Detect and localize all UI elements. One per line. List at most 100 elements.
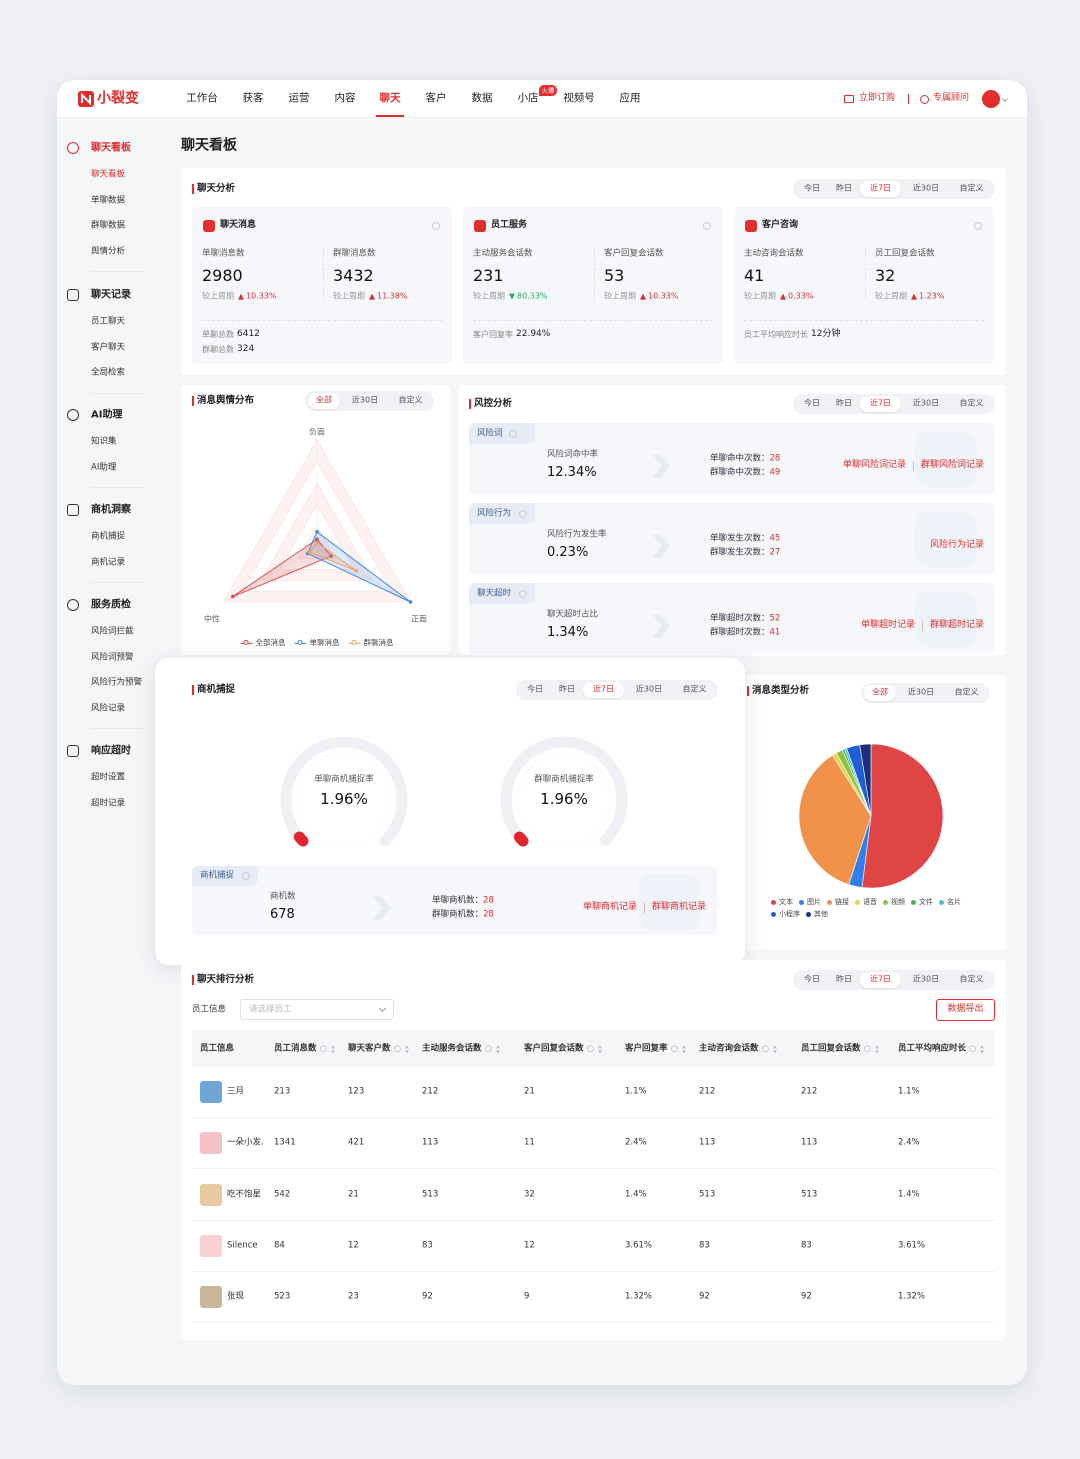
header-action[interactable]: 立即订购 <box>859 93 896 104</box>
range-tab[interactable]: 全部 <box>872 687 888 697</box>
sidebar-item[interactable]: 商机捕捉 <box>91 531 126 542</box>
range-tab[interactable]: 今日 <box>804 974 820 984</box>
range-tab[interactable]: 昨日 <box>559 684 575 694</box>
legend-dot <box>799 900 804 905</box>
info-icon <box>969 1045 977 1053</box>
metric-value: 1.34% <box>547 624 589 640</box>
export-button[interactable] <box>936 999 995 1021</box>
nav-item[interactable]: 数据 <box>471 92 493 105</box>
legend-item: 链接 <box>827 899 849 906</box>
range-tab[interactable]: 自定义 <box>959 183 984 193</box>
sidebar-item[interactable]: 超时记录 <box>91 797 126 808</box>
record-link[interactable]: 单聊商机记录 <box>582 902 637 913</box>
range-tab[interactable]: 自定义 <box>959 974 984 984</box>
range-tab[interactable]: 近30日 <box>907 687 935 697</box>
sort-down <box>874 1050 879 1053</box>
info-icon <box>703 222 711 230</box>
range-tab[interactable]: 自定义 <box>682 684 707 694</box>
header-action[interactable]: 专属顾问 <box>933 93 970 104</box>
record-link[interactable]: 单聊超时记录 <box>860 620 915 631</box>
sidebar-item[interactable]: 商机记录 <box>91 556 126 567</box>
range-tab[interactable]: 近7日 <box>869 183 892 193</box>
sidebar-item[interactable]: AI助理 <box>91 461 117 472</box>
range-tab[interactable]: 近7日 <box>869 398 892 408</box>
card-divider <box>473 320 713 321</box>
chevron-shape <box>373 896 391 920</box>
avatar[interactable] <box>982 90 1000 108</box>
sidebar-group[interactable]: 聊天看板 <box>91 142 131 154</box>
range-tab[interactable]: 近7日 <box>592 684 615 694</box>
nav-item[interactable]: 内容 <box>334 92 356 105</box>
legend-icon <box>348 639 361 645</box>
record-link[interactable]: 单聊风险词记录 <box>842 460 906 471</box>
metric-compare: 较上周期 80.33% <box>473 291 548 302</box>
sidebar-group[interactable]: 服务质检 <box>91 599 131 611</box>
range-tab[interactable]: 昨日 <box>836 183 852 193</box>
export-label[interactable]: 数据导出 <box>947 1004 984 1015</box>
sidebar-group[interactable]: 聊天记录 <box>91 289 131 301</box>
sidebar-item[interactable]: 单聊数据 <box>91 194 126 205</box>
range-tab[interactable]: 今日 <box>527 684 543 694</box>
cart-icon <box>844 95 854 103</box>
sort-icon <box>874 1045 879 1053</box>
select-placeholder: 请选择员工 <box>249 1004 292 1015</box>
gauge-label: 单聊商机捕捉率 <box>314 774 374 785</box>
sidebar-item[interactable]: 聊天看板 <box>91 169 126 180</box>
card-divider <box>202 320 442 321</box>
nav-item[interactable]: 获客 <box>242 92 264 105</box>
record-link[interactable]: 风险行为记录 <box>929 540 984 551</box>
nav-item[interactable]: 客户 <box>425 92 447 105</box>
range-tab[interactable]: 近30日 <box>912 183 940 193</box>
sidebar-item[interactable]: 超时设置 <box>91 772 126 783</box>
record-link[interactable]: 群聊风险词记录 <box>920 460 984 471</box>
radar-axis <box>223 547 318 603</box>
record-link[interactable]: 群聊超时记录 <box>929 620 984 631</box>
legend-icon <box>294 639 307 645</box>
section-title: 聊天分析 <box>197 182 236 194</box>
range-tab[interactable]: 自定义 <box>398 395 423 405</box>
nav-item[interactable]: 运营 <box>288 92 310 105</box>
range-tab[interactable]: 近30日 <box>912 974 940 984</box>
range-tab[interactable]: 今日 <box>804 183 820 193</box>
metric-label: 风险行为发生率 <box>547 529 607 540</box>
nav-item[interactable]: 小店 <box>517 92 539 105</box>
nav-item[interactable]: 聊天 <box>379 92 401 105</box>
compare-label: 较上周期 <box>473 291 505 301</box>
section-title: 聊天排行分析 <box>197 973 255 985</box>
sidebar-group[interactable]: 商机洞察 <box>91 504 131 516</box>
sidebar-group[interactable]: AI助理 <box>91 409 123 421</box>
footer-label: 员工平均响应时长 <box>744 329 808 339</box>
sidebar-item[interactable]: 舆情分析 <box>91 246 126 257</box>
legend-dot <box>771 912 776 917</box>
sidebar-item[interactable]: 风险行为预警 <box>91 677 143 688</box>
range-tab[interactable]: 近7日 <box>869 974 892 984</box>
info-icon <box>519 589 527 598</box>
range-tab[interactable]: 自定义 <box>954 687 979 697</box>
nav-item[interactable]: 工作台 <box>186 92 218 105</box>
nav-item[interactable]: 应用 <box>619 92 641 105</box>
record-link[interactable]: 群聊商机记录 <box>651 902 706 913</box>
legend-label: 视频 <box>891 898 905 906</box>
sidebar-item[interactable]: 知识集 <box>91 436 117 447</box>
sidebar-item[interactable]: 群聊数据 <box>91 220 126 231</box>
sidebar-item[interactable]: 员工聊天 <box>91 316 126 327</box>
nav-item[interactable]: 视频号 <box>563 92 595 105</box>
employee-select[interactable] <box>240 999 394 1020</box>
sidebar-item[interactable]: 风险词预警 <box>91 651 134 662</box>
range-tab[interactable]: 全部 <box>316 395 332 405</box>
range-tab[interactable]: 近30日 <box>635 684 663 694</box>
range-tab[interactable]: 昨日 <box>836 974 852 984</box>
table-cell: 113 <box>801 1137 818 1148</box>
sidebar-item[interactable]: 风险记录 <box>91 703 126 714</box>
sidebar-item[interactable]: 全局检索 <box>91 367 126 378</box>
range-tab[interactable]: 昨日 <box>836 398 852 408</box>
range-tab[interactable]: 近30日 <box>351 395 379 405</box>
avatar <box>200 1132 222 1155</box>
legend-label: 群聊消息 <box>363 637 394 647</box>
range-tab[interactable]: 今日 <box>804 398 820 408</box>
range-tab[interactable]: 近30日 <box>912 398 940 408</box>
sidebar-group[interactable]: 响应超时 <box>91 745 131 757</box>
sidebar-item[interactable]: 风险词拦截 <box>91 626 134 637</box>
sidebar-item[interactable]: 客户聊天 <box>91 341 126 352</box>
range-tab[interactable]: 自定义 <box>959 398 984 408</box>
